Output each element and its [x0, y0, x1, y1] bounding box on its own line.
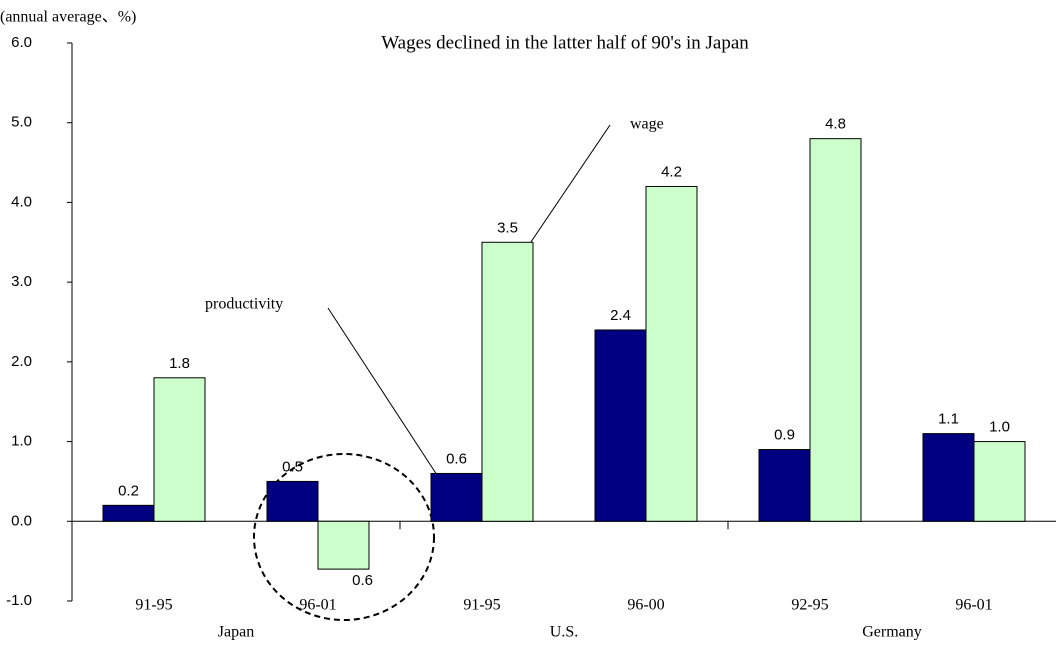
- annotation: wage: [630, 116, 664, 133]
- bar: [645, 185, 698, 522]
- y-tick-label: 6.0: [11, 34, 32, 51]
- x-tick-label: 96-00: [627, 597, 664, 614]
- value-label: 0.2: [118, 482, 139, 499]
- value-label: 1.1: [938, 411, 959, 428]
- bar: [594, 329, 647, 522]
- y-tick-label: 4.0: [11, 193, 32, 210]
- bar: [317, 520, 370, 570]
- bar: [922, 433, 975, 522]
- y-tick-label: 3.0: [11, 273, 32, 290]
- y-axis-label: (annual average、%): [0, 9, 136, 26]
- group-label: U.S.: [550, 624, 578, 641]
- bar: [809, 138, 862, 522]
- leader-line: [327, 307, 438, 476]
- bar: [266, 480, 319, 522]
- bar: [153, 377, 206, 522]
- annotation: productivity: [205, 296, 283, 313]
- highlight-circle: [253, 453, 435, 621]
- value-label: 3.5: [497, 219, 518, 236]
- bar: [102, 504, 155, 522]
- y-tick-label: 1.0: [11, 433, 32, 450]
- bar: [481, 241, 534, 522]
- value-label: 4.2: [661, 163, 682, 180]
- y-tick-label: 2.0: [11, 353, 32, 370]
- bar: [430, 472, 483, 522]
- y-tick-label: 5.0: [11, 114, 32, 131]
- group-label: Germany: [862, 624, 922, 641]
- chart-title: Wages declined in the latter half of 90'…: [381, 32, 749, 53]
- value-label: 1.0: [989, 419, 1010, 436]
- x-tick-label: 92-95: [791, 597, 828, 614]
- group-label: Japan: [218, 624, 254, 641]
- x-tick-label: 96-01: [299, 597, 336, 614]
- bar: [758, 449, 811, 522]
- bar: [973, 441, 1026, 522]
- y-tick-label: 0.0: [11, 512, 32, 529]
- value-label: 0.9: [774, 427, 795, 444]
- x-tick-label: 91-95: [463, 597, 500, 614]
- value-label: 0.5: [282, 458, 303, 475]
- value-label: 0.6: [446, 450, 467, 467]
- x-tick-label: 96-01: [955, 597, 992, 614]
- x-tick-label: 91-95: [135, 597, 172, 614]
- value-label: 4.8: [825, 116, 846, 133]
- value-label: 1.8: [169, 355, 190, 372]
- value-label: 0.6: [352, 572, 373, 589]
- value-label: 2.4: [610, 307, 631, 324]
- y-tick-label: -1.0: [6, 592, 32, 609]
